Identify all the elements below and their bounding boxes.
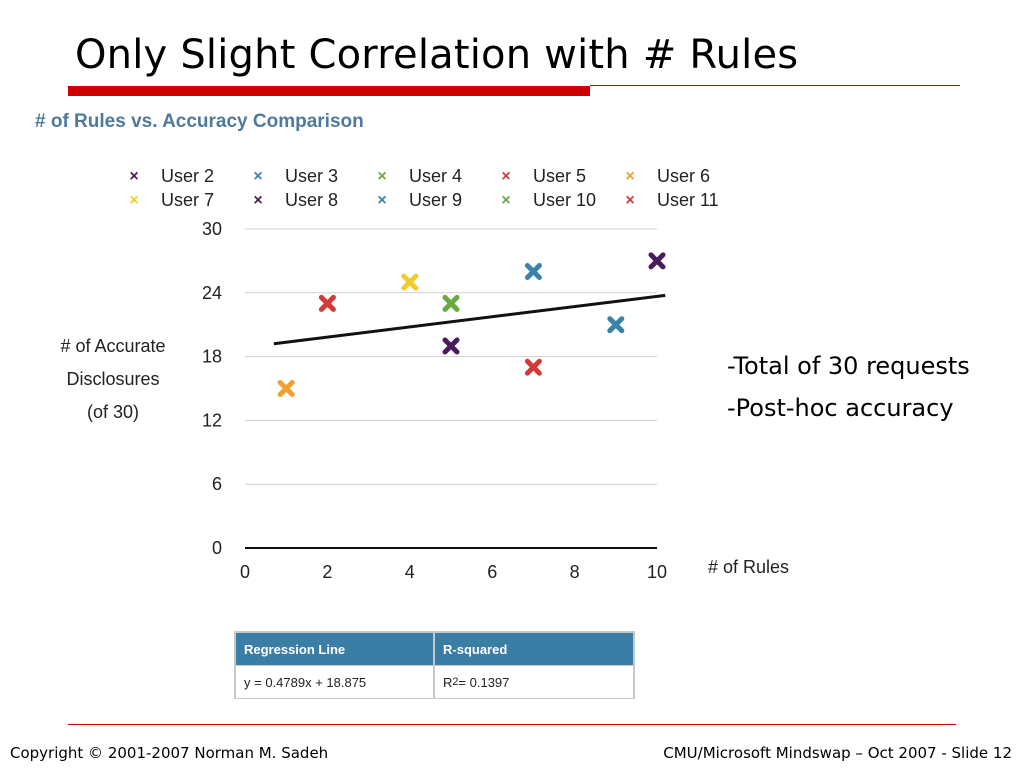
legend-marker-icon: × xyxy=(501,167,511,185)
y-axis-label: # of Accurate Disclosures (of 30) xyxy=(40,330,186,429)
data-point xyxy=(607,316,625,334)
r-squared-number: = 0.1397 xyxy=(458,674,510,690)
y-tick-label: 30 xyxy=(202,219,222,239)
data-point xyxy=(524,358,542,376)
footer-rule xyxy=(68,724,956,725)
legend-item: × User 10 xyxy=(500,190,624,211)
legend-label: User 3 xyxy=(285,166,339,186)
r-squared-power: 2 xyxy=(452,676,459,688)
legend-label: User 9 xyxy=(409,190,463,210)
legend-marker-icon: × xyxy=(377,191,387,209)
legend-item: × User 5 xyxy=(500,166,624,187)
footer-copyright: Copyright © 2001-2007 Norman M. Sadeh xyxy=(10,744,329,762)
data-point-stroke xyxy=(607,316,625,334)
legend-marker-icon: × xyxy=(253,167,263,185)
legend-marker-icon: × xyxy=(129,191,139,209)
legend-label: User 5 xyxy=(533,166,587,186)
legend-marker-icon: × xyxy=(377,167,387,185)
title-underline-line xyxy=(590,85,960,86)
y-tick-label: 0 xyxy=(212,538,222,558)
data-point-stroke xyxy=(648,252,666,270)
note-post-hoc: -Post-hoc accuracy xyxy=(727,394,954,422)
legend-item: × User 7 xyxy=(128,190,252,211)
data-point-stroke xyxy=(524,263,542,281)
legend-marker-icon: × xyxy=(625,167,635,185)
legend-marker-icon: × xyxy=(625,191,635,209)
chart-legend: × User 2 × User 3 × User 4 × User 5 × User 6 × User… xyxy=(128,166,768,211)
data-point xyxy=(277,380,295,397)
regression-line xyxy=(273,293,666,346)
slide-title: Only Slight Correlation with # Rules xyxy=(75,32,799,78)
data-point xyxy=(401,273,419,291)
y-axis-label-line: Disclosures xyxy=(66,369,160,389)
legend-item: × User 4 xyxy=(376,166,500,187)
r-squared-symbol: R xyxy=(443,674,453,690)
legend-item: × User 11 xyxy=(624,190,748,211)
footer-slide-info: CMU/Microsoft Mindswap – Oct 2007 - Slid… xyxy=(663,744,1012,762)
legend-label: User 4 xyxy=(409,166,463,186)
legend-marker-icon: × xyxy=(501,191,511,209)
x-tick-label: 4 xyxy=(405,562,415,582)
legend-label: User 8 xyxy=(285,190,339,210)
data-point-stroke xyxy=(277,380,295,397)
x-tick-label: 8 xyxy=(570,562,580,582)
legend-label: User 2 xyxy=(161,166,215,186)
legend-item: × User 6 xyxy=(624,166,748,187)
legend-item: × User 9 xyxy=(376,190,500,211)
data-point xyxy=(524,263,542,281)
legend-item: × User 3 xyxy=(252,166,376,187)
y-tick-label: 18 xyxy=(202,347,222,367)
title-underline-bar xyxy=(68,86,590,96)
legend-label: User 11 xyxy=(657,190,719,210)
legend-marker-icon: × xyxy=(129,167,139,185)
data-point xyxy=(442,294,460,312)
x-tick-label: 2 xyxy=(322,562,332,582)
x-tick-label: 0 xyxy=(240,562,250,582)
data-point xyxy=(318,294,336,312)
legend-label: User 7 xyxy=(161,190,215,210)
data-point-stroke xyxy=(442,337,460,355)
data-point-stroke xyxy=(442,294,460,312)
y-axis-label-line: # of Accurate xyxy=(60,336,166,356)
regression-table: Regression Line R-squared y = 0.4789x + … xyxy=(234,631,635,699)
x-tick-label: 6 xyxy=(487,562,497,582)
regression-table-header: Regression Line R-squared xyxy=(236,633,633,665)
legend-item: × User 8 xyxy=(252,190,376,211)
x-axis-label: # of Rules xyxy=(708,557,789,577)
chart-title: # of Rules vs. Accuracy Comparison xyxy=(35,111,364,132)
data-point-stroke xyxy=(524,358,542,376)
note-total-requests: -Total of 30 requests xyxy=(727,352,970,380)
legend-label: User 10 xyxy=(533,190,597,210)
data-point xyxy=(442,337,460,355)
header-r-squared: R-squared xyxy=(443,641,508,657)
side-notes: -Total of 30 requests -Post-hoc accuracy xyxy=(727,352,970,436)
legend-label: User 6 xyxy=(657,166,711,186)
header-regression-line: Regression Line xyxy=(236,633,435,665)
y-tick-label: 24 xyxy=(202,283,222,303)
regression-equation: y = 0.4789x + 18.875 xyxy=(236,666,435,698)
y-tick-label: 12 xyxy=(202,410,222,430)
data-point xyxy=(648,252,666,270)
legend-marker-icon: × xyxy=(253,191,263,209)
data-point-stroke xyxy=(318,294,336,312)
y-tick-label: 6 xyxy=(212,474,222,494)
x-tick-label: 10 xyxy=(647,562,667,582)
y-axis-label-line: (of 30) xyxy=(86,402,140,422)
data-point-stroke xyxy=(401,273,419,291)
legend-item: × User 2 xyxy=(128,166,252,187)
